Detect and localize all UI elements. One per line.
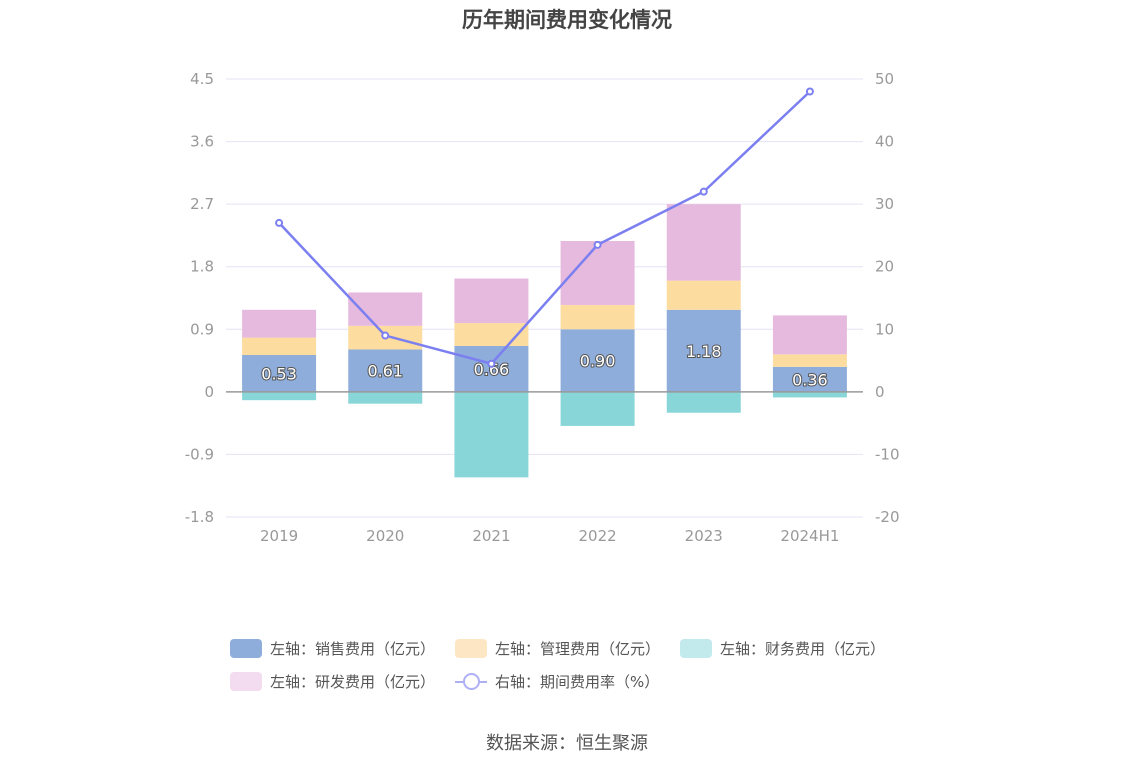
right-tick-label: 30: [875, 195, 894, 213]
right-tick-label: 50: [875, 70, 894, 88]
bar-data-label: 0.61: [367, 362, 403, 381]
x-tick-label: 2023: [685, 527, 723, 545]
legend-item-admin[interactable]: 左轴：管理费用（亿元）: [455, 638, 660, 659]
left-tick-label: 2.7: [190, 195, 214, 213]
rate-point: [381, 331, 390, 340]
legend-line-marker-icon: [455, 672, 488, 691]
bar-data-label: 0.53: [261, 364, 297, 383]
bar-segment: [454, 323, 529, 346]
legend-label-rate: 右轴：期间费用率（%）: [495, 673, 660, 691]
bar-segment: [348, 349, 423, 392]
bar-segment-negative: [348, 391, 423, 404]
x-tick-label: 2019: [260, 527, 298, 545]
bar-segment-negative: [666, 391, 741, 413]
legend-item-rnd[interactable]: 左轴：研发费用（亿元）: [230, 671, 435, 692]
right-tick-label: 20: [875, 258, 894, 276]
bar-data-label: 0.90: [580, 352, 616, 371]
legend-label-finance: 左轴：财务费用（亿元）: [720, 640, 886, 658]
right-axis-ticks: 50 40 30 20 10 0 -10 -20: [875, 70, 900, 526]
x-tick-label: 2024H1: [780, 527, 839, 545]
left-tick-label: 0.9: [190, 320, 214, 338]
x-tick-label: 2022: [578, 527, 616, 545]
right-tick-label: 10: [875, 320, 894, 338]
right-tick-label: -20: [875, 508, 900, 526]
rate-point: [275, 218, 284, 227]
bar-segment: [772, 354, 847, 367]
right-tick-label: 40: [875, 133, 894, 151]
x-axis-ticks: 2019 2020 2021 2022 2023 2024H1: [260, 527, 839, 545]
rate-point: [805, 87, 814, 96]
bar-segment: [454, 278, 529, 324]
bar-segment-negative: [772, 391, 847, 398]
rate-point: [593, 240, 602, 249]
rate-point: [487, 359, 496, 368]
bar-segment: [772, 315, 847, 355]
expense-rate-line: [275, 87, 814, 368]
legend-item-rate[interactable]: 右轴：期间费用率（%）: [455, 671, 659, 692]
chart-title: 历年期间费用变化情况: [462, 8, 672, 32]
legend-swatch-rnd: [230, 672, 262, 691]
left-tick-label: 3.6: [190, 133, 214, 151]
left-tick-label: -1.8: [185, 508, 214, 526]
legend-label-admin: 左轴：管理费用（亿元）: [495, 640, 661, 658]
legend-swatch-finance: [680, 639, 713, 658]
legend: 左轴：销售费用（亿元） 左轴：管理费用（亿元） 左轴：财务费用（亿元） 左轴：研…: [230, 632, 930, 698]
rate-line-path: [278, 90, 811, 366]
bar-data-labels: 0.53 0.61 0.66 0.90 1.18 0.36: [260, 341, 828, 391]
bar-segment: [242, 309, 317, 338]
bar-segment: [242, 355, 317, 392]
bar-segment-negative: [454, 391, 529, 478]
bar-segment: [666, 309, 741, 392]
legend-row-2: 左轴：研发费用（亿元） 右轴：期间费用率（%）: [230, 665, 930, 698]
bar-data-label: 0.66: [474, 360, 510, 379]
legend-item-finance[interactable]: 左轴：财务费用（亿元）: [680, 638, 885, 659]
right-tick-label: 0: [875, 383, 885, 401]
legend-swatch-sales: [230, 639, 262, 658]
left-tick-label: -0.9: [185, 445, 214, 463]
rate-point: [699, 187, 708, 196]
data-source: 数据来源：恒生聚源: [486, 733, 648, 754]
right-tick-label: -10: [875, 445, 900, 463]
legend-label-sales: 左轴：销售费用（亿元）: [270, 640, 436, 658]
bar-segment-negative: [560, 391, 635, 426]
left-tick-label: 4.5: [190, 70, 214, 88]
bar-segment: [560, 304, 635, 330]
x-tick-label: 2020: [366, 527, 404, 545]
bar-segment-negative: [242, 391, 317, 401]
bar-data-label: 1.18: [686, 342, 722, 361]
left-axis-ticks: 4.5 3.6 2.7 1.8 0.9 0 -0.9 -1.8: [185, 70, 214, 526]
grid-lines: [226, 78, 863, 518]
bar-segment: [666, 280, 741, 310]
legend-row-1: 左轴：销售费用（亿元） 左轴：管理费用（亿元） 左轴：财务费用（亿元）: [230, 632, 930, 665]
bar-segment: [560, 329, 635, 392]
bar-segment: [242, 337, 317, 356]
bar-segment: [454, 345, 529, 392]
chart-canvas: 4.53.62.71.80.90-0.9-1.8 50403020100-10-…: [185, 70, 900, 545]
bar-segment: [772, 366, 847, 392]
left-tick-label: 1.8: [190, 258, 214, 276]
left-tick-label: 0: [204, 383, 214, 401]
bar-segment: [666, 204, 741, 281]
legend-swatch-admin: [455, 639, 488, 658]
x-tick-label: 2021: [472, 527, 510, 545]
legend-item-sales[interactable]: 左轴：销售费用（亿元）: [230, 638, 435, 659]
legend-label-rnd: 左轴：研发费用（亿元）: [270, 673, 436, 691]
bar-series: [242, 204, 847, 478]
bar-data-label: 0.36: [792, 370, 828, 389]
